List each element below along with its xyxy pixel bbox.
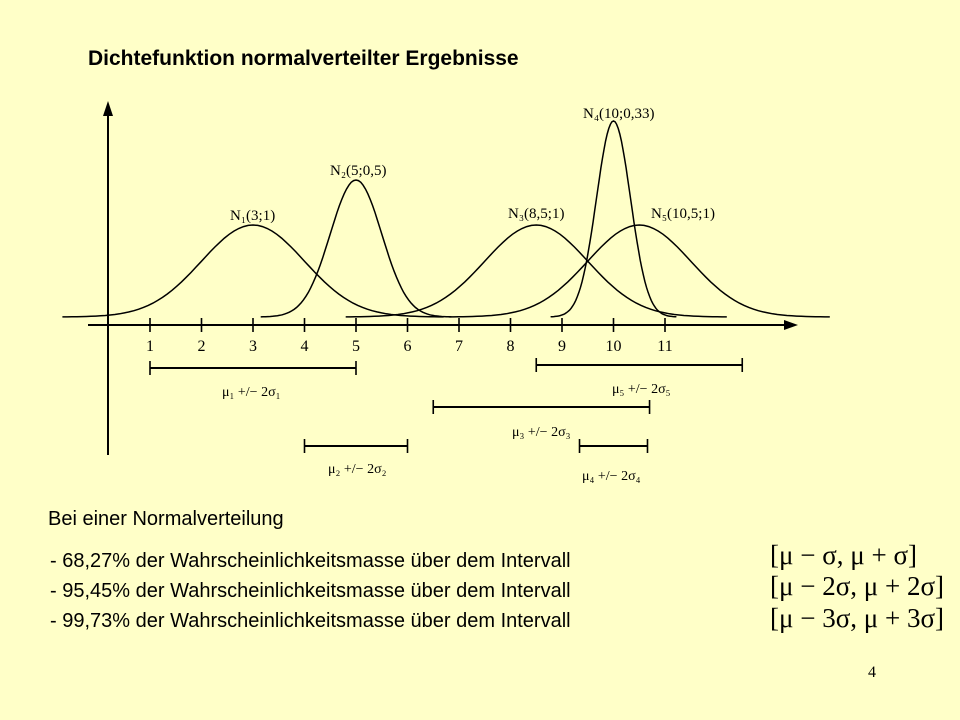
interval-formula-3sigma: [μ − 3σ, μ + 3σ] xyxy=(770,603,944,633)
x-tick-label: 2 xyxy=(198,338,206,355)
interval-formula-1sigma: [μ − σ, μ + σ] xyxy=(770,540,917,570)
x-tick-label: 6 xyxy=(404,338,412,355)
x-tick-label: 10 xyxy=(606,338,622,355)
x-tick-label: 4 xyxy=(301,338,309,355)
interval-label-1: μ₁ +/− 2σ₁ xyxy=(222,385,281,400)
interval-1: μ₁ +/− 2σ₁ xyxy=(149,361,357,400)
x-tick-label: 1 xyxy=(146,338,154,355)
curve-label-n5: N₅(10,5;1) xyxy=(651,206,715,222)
interval-label-2: μ₂ +/− 2σ₂ xyxy=(328,462,387,477)
curve-n2 xyxy=(260,179,452,318)
curve-n1 xyxy=(62,224,444,318)
x-axis-arrow xyxy=(784,320,798,330)
interval-label-5: μ₅ +/− 2σ₅ xyxy=(612,382,671,397)
curve-label-n4: N₄(10;0,33) xyxy=(583,106,654,122)
x-tick-label: 8 xyxy=(507,338,515,355)
bullet-68: - 68,27% der Wahrscheinlichkeitsmasse üb… xyxy=(50,550,571,572)
interval-2: μ₂ +/− 2σ₂ xyxy=(303,439,409,477)
curve-label-n3: N₃(8,5;1) xyxy=(508,206,564,222)
bullet-95: - 95,45% der Wahrscheinlichkeitsmasse üb… xyxy=(50,580,571,602)
intro-text: Bei einer Normalverteilung xyxy=(48,508,284,530)
curve-label-n2: N₂(5;0,5) xyxy=(330,163,386,179)
bullet-99: - 99,73% der Wahrscheinlichkeitsmasse üb… xyxy=(50,610,571,632)
interval-5: μ₅ +/− 2σ₅ xyxy=(535,358,744,397)
axes xyxy=(88,101,798,455)
interval-formula-2sigma: [μ − 2σ, μ + 2σ] xyxy=(770,571,944,601)
interval-3: μ₃ +/− 2σ₃ xyxy=(432,400,651,440)
curve-label-n1: N₁(3;1) xyxy=(230,208,275,224)
x-tick-label: 7 xyxy=(455,338,463,355)
curve-n3 xyxy=(345,224,727,318)
y-axis-arrow xyxy=(103,101,113,116)
curve-n4 xyxy=(550,120,677,318)
x-tick-label: 9 xyxy=(558,338,566,355)
normal-density-diagram: 1 2 3 4 5 6 7 8 9 10 11 N₁(3;1) N₂(5;0,5) N₃(8,5;1) N… xyxy=(62,101,830,484)
x-tick-label: 11 xyxy=(657,338,672,355)
interval-4: μ₄ +/− 2σ₄ xyxy=(578,439,649,484)
x-tick-label: 3 xyxy=(249,338,257,355)
interval-label-4: μ₄ +/− 2σ₄ xyxy=(582,469,641,484)
x-tick-label: 5 xyxy=(352,338,360,355)
page-number: 4 xyxy=(868,664,876,681)
curve-n5 xyxy=(448,224,830,318)
slide-title: Dichtefunktion normalverteilter Ergebnis… xyxy=(88,47,519,70)
interval-label-3: μ₃ +/− 2σ₃ xyxy=(512,425,571,440)
